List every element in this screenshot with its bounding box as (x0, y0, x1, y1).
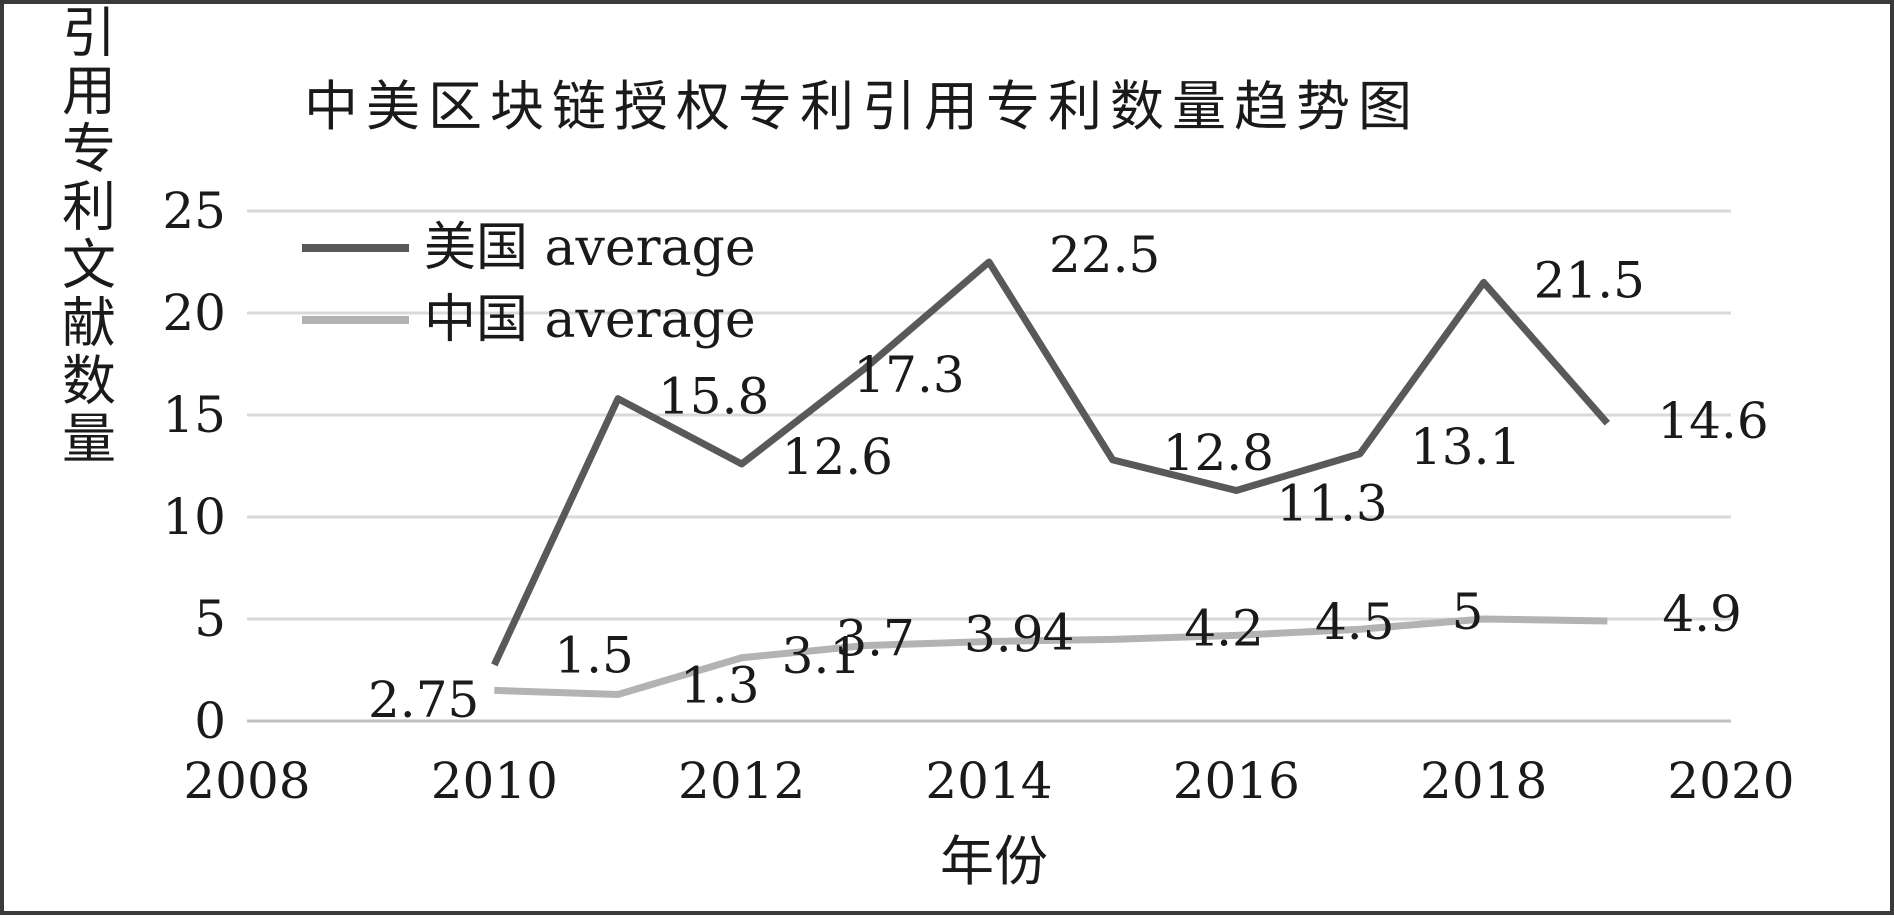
y-axis-ticks: 0 5 10 15 20 25 (162, 182, 226, 750)
data-label: 1.3 (680, 656, 760, 714)
series-lines (491, 258, 1610, 698)
legend-label: 美国 average (424, 218, 756, 278)
x-tick-label: 2008 (183, 752, 310, 810)
x-tick-label: 2018 (1420, 752, 1547, 810)
x-tick-label: 2016 (1173, 752, 1300, 810)
data-label: 22.5 (1049, 226, 1160, 284)
y-tick-label: 0 (194, 692, 226, 750)
data-label: 2.75 (368, 671, 479, 729)
data-labels: 2.75 15.812.6 17.3 22.5 12.811.3 13.1 21.5 14.6… (368, 226, 1769, 729)
data-label: 12.6 (782, 428, 893, 486)
data-label: 17.3 (853, 346, 964, 404)
data-label: 3.9 (964, 605, 1044, 663)
series-line-1 (494, 615, 1608, 698)
data-label: 15.8 (658, 368, 769, 426)
x-tick-label: 2012 (678, 752, 805, 810)
y-axis-title-text: 引用专利文献数量 (53, 4, 116, 468)
data-label: 11.3 (1276, 474, 1387, 532)
data-label: 14.6 (1657, 392, 1768, 450)
legend-label: 中国 average (424, 290, 756, 350)
data-label: 4.5 (1315, 593, 1395, 651)
y-tick-label: 25 (162, 182, 226, 240)
y-tick-label: 5 (194, 590, 226, 648)
data-label: 21.5 (1534, 251, 1645, 309)
data-label: 4.9 (1662, 585, 1742, 643)
series-line-0 (491, 258, 1610, 667)
data-label: 3.7 (835, 610, 915, 668)
x-tick-label: 2014 (925, 752, 1052, 810)
x-axis-title: 年份 (940, 830, 1048, 893)
chart-title: 中美区块链授权专利引用专利数量趋势图 (304, 75, 1420, 138)
legend: 美国 average 中国 average (302, 218, 756, 350)
x-axis-ticks: 2008 2010 2012 2014 2016 2018 2020 (183, 752, 1794, 810)
data-label: 3.1 (782, 627, 862, 685)
data-label: 13.1 (1410, 418, 1521, 476)
data-label: 4.2 (1184, 599, 1264, 657)
y-tick-label: 20 (162, 284, 226, 342)
data-label: 1.5 (554, 626, 634, 684)
y-tick-label: 10 (162, 488, 226, 546)
data-label: 4 (1043, 603, 1075, 661)
data-label: 5 (1452, 583, 1484, 641)
y-tick-label: 15 (162, 386, 226, 444)
y-axis-title: 引用专利文献数量 (53, 4, 116, 468)
x-tick-label: 2010 (431, 752, 558, 810)
x-tick-label: 2020 (1667, 752, 1794, 810)
data-label: 12.8 (1163, 424, 1274, 482)
